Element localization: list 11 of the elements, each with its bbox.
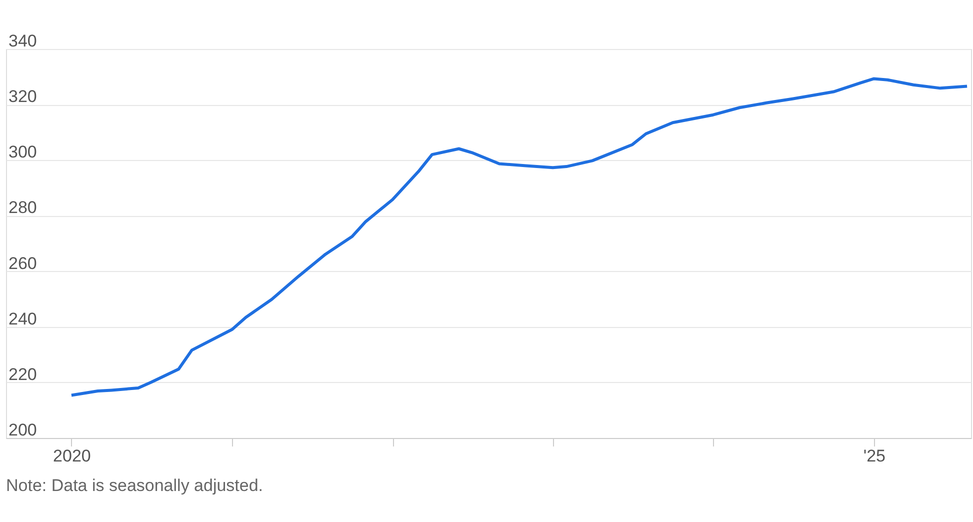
y-tick-label: 260: [8, 254, 37, 273]
y-tick-label: 340: [8, 32, 37, 50]
y-tick-label: 320: [8, 87, 37, 106]
x-tick-label: '25: [863, 446, 886, 466]
y-tick-label: 280: [8, 198, 37, 218]
y-tick-label: 240: [8, 309, 37, 328]
y-tick-label: 220: [8, 364, 37, 384]
text: Note: Data is seasonally adjusted.: [6, 476, 264, 495]
y-tick-label: 200: [8, 420, 37, 440]
x-tick-label: 2020: [53, 446, 91, 466]
y-tick-label: 300: [8, 142, 37, 162]
